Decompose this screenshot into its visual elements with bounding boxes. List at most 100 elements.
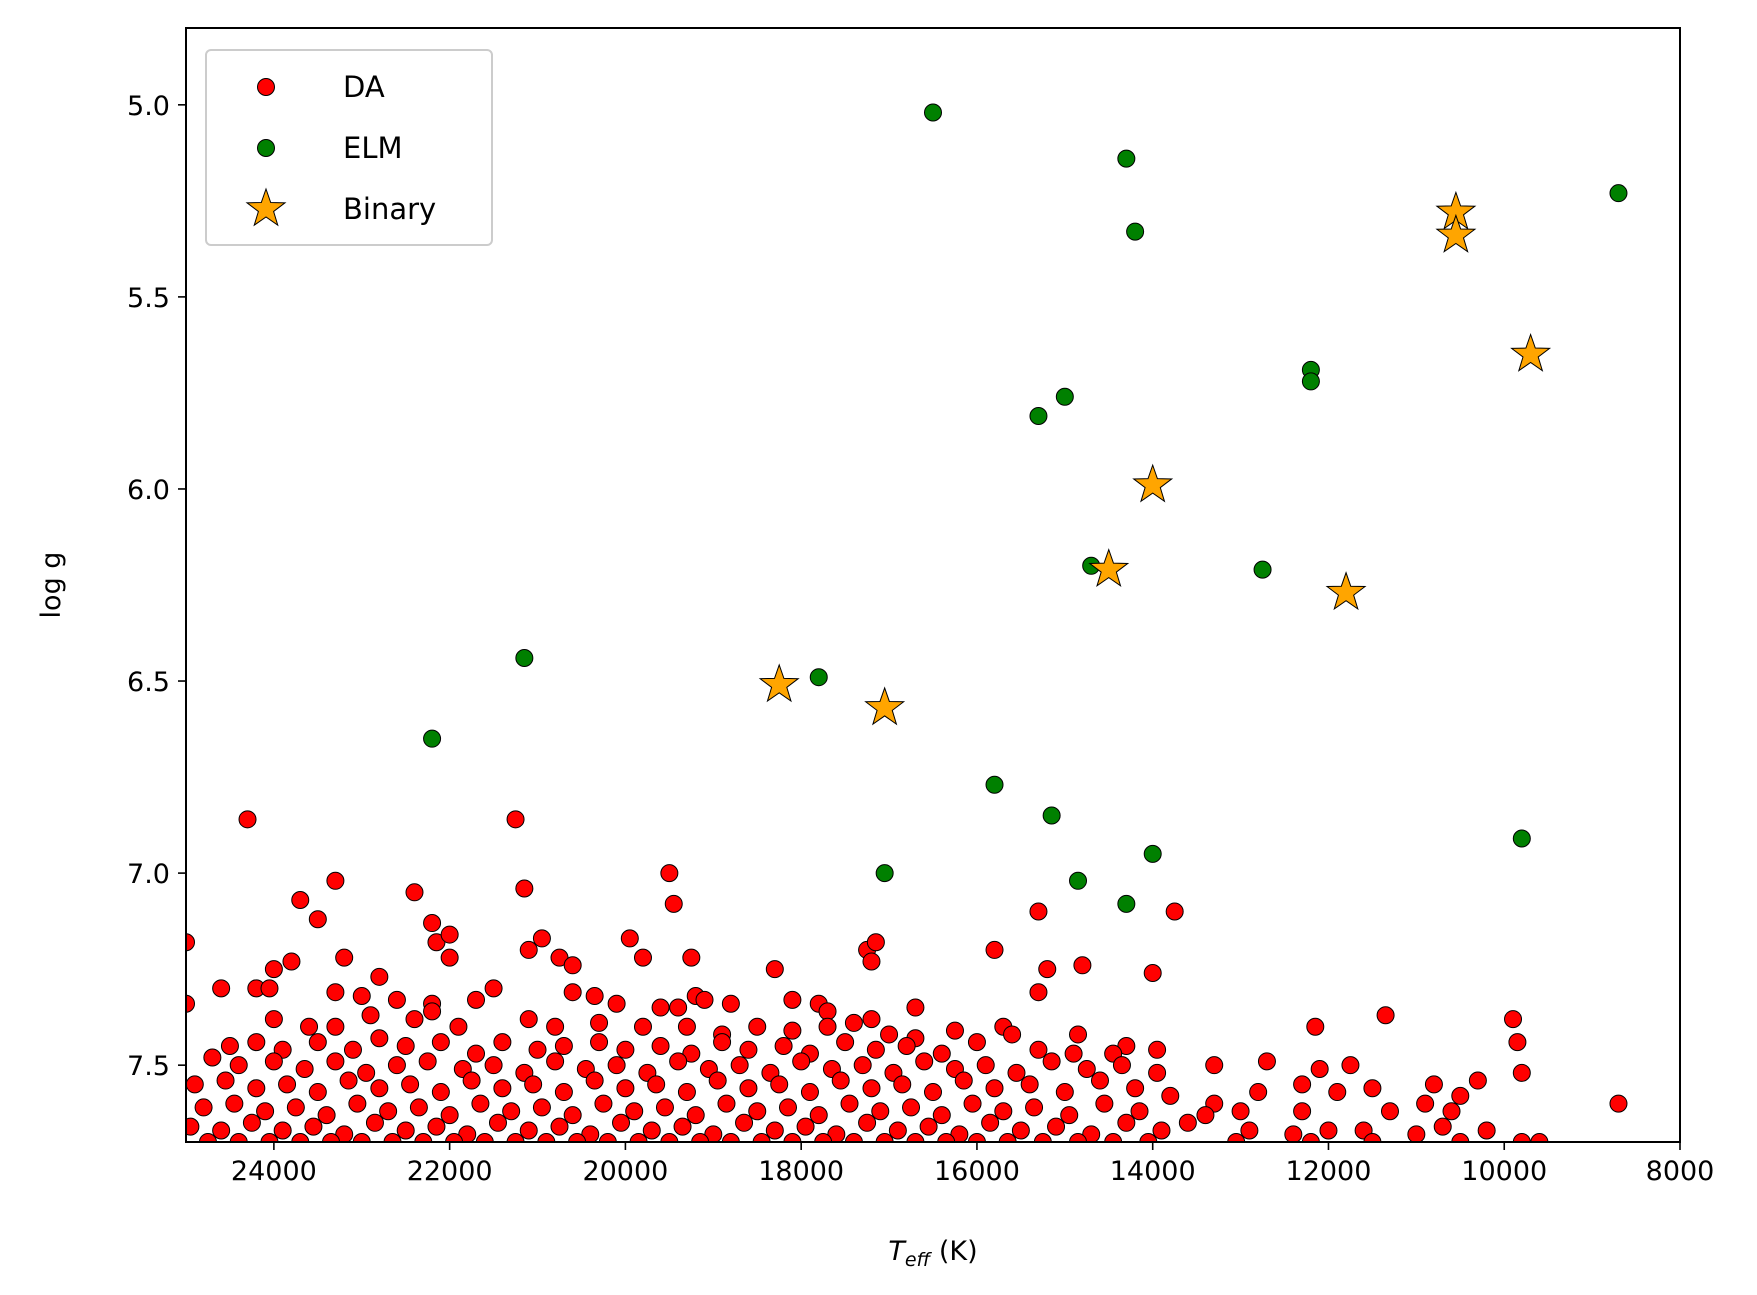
da-point — [212, 1121, 231, 1140]
da-point — [550, 948, 569, 967]
da-point — [295, 1060, 314, 1079]
da-point — [616, 1079, 635, 1098]
da-point — [229, 1056, 248, 1075]
da-point — [322, 1133, 341, 1142]
da-point — [396, 1036, 415, 1055]
da-point — [273, 1121, 292, 1140]
da-point — [370, 967, 389, 986]
da-point — [1055, 1083, 1074, 1102]
da-point — [981, 1113, 1000, 1132]
da-point — [471, 1094, 490, 1113]
x-tick-label: 10000 — [1461, 1156, 1547, 1187]
da-point — [1095, 1094, 1114, 1113]
da-point — [1205, 1056, 1224, 1075]
elm-point — [924, 103, 942, 122]
da-point — [739, 1079, 758, 1098]
da-point — [625, 1102, 644, 1121]
da-point — [612, 1113, 631, 1132]
da-point — [598, 1133, 617, 1142]
elm-point — [1042, 806, 1061, 825]
legend-marker-binary — [245, 187, 287, 227]
da-point — [1047, 1117, 1066, 1136]
da-point — [708, 1071, 727, 1090]
elm-point — [515, 648, 534, 667]
da-point — [326, 1052, 345, 1071]
da-point — [1306, 1017, 1325, 1036]
da-point — [396, 1121, 415, 1140]
da-point — [506, 1133, 525, 1142]
da-point — [686, 1106, 705, 1125]
da-point — [774, 1036, 793, 1055]
da-point — [1530, 1133, 1549, 1142]
da-point — [440, 1106, 459, 1125]
y-axis-ticks: 5.0 5.5 6.0 6.5 7.0 7.5 — [127, 91, 186, 1082]
da-point — [418, 1052, 437, 1071]
da-point — [932, 1106, 951, 1125]
da-point — [994, 1102, 1013, 1121]
da-point — [875, 1133, 894, 1142]
da-point — [735, 1113, 754, 1132]
da-point — [818, 1002, 837, 1021]
da-point — [550, 1117, 569, 1136]
da-point — [783, 1021, 802, 1040]
da-point — [607, 994, 626, 1013]
elm-point — [1253, 560, 1272, 579]
da-point — [1451, 1133, 1470, 1142]
da-point — [484, 1056, 503, 1075]
da-point — [186, 994, 195, 1013]
da-point — [278, 1075, 297, 1094]
da-point — [590, 1033, 609, 1052]
da-point — [1442, 1102, 1461, 1121]
da-point — [967, 1133, 986, 1142]
da-point — [730, 1056, 749, 1075]
da-point — [220, 1036, 239, 1055]
da-point — [748, 1017, 767, 1036]
da-point — [225, 1094, 244, 1113]
da-point — [348, 1094, 367, 1113]
da-point — [783, 990, 802, 1009]
da-point — [260, 979, 279, 998]
da-point — [1231, 1102, 1250, 1121]
da-point — [1152, 1121, 1171, 1140]
da-point — [238, 810, 257, 829]
x-tick-label: 18000 — [758, 1156, 844, 1187]
da-point — [963, 1094, 982, 1113]
x-tick-label: 14000 — [1110, 1156, 1196, 1187]
da-point — [537, 1133, 556, 1142]
da-point — [1407, 1125, 1426, 1142]
y-axis-label: log g — [36, 552, 67, 619]
elm-point — [423, 729, 442, 748]
da-point — [906, 1133, 925, 1142]
da-point — [629, 1133, 648, 1142]
da-point — [677, 1083, 696, 1102]
da-point — [897, 1036, 916, 1055]
da-point — [924, 1083, 942, 1102]
da-point — [546, 1017, 565, 1036]
da-point — [695, 990, 714, 1009]
da-point — [721, 1133, 740, 1142]
da-point — [721, 994, 740, 1013]
da-point — [370, 1079, 389, 1098]
da-point — [1468, 1071, 1487, 1090]
da-point — [308, 1083, 327, 1102]
da-point — [1504, 1010, 1523, 1029]
elm-point — [1117, 149, 1136, 168]
da-point — [585, 1071, 604, 1090]
da-point — [669, 1052, 688, 1071]
da-point — [713, 1033, 732, 1052]
elm-point — [1069, 871, 1088, 890]
da-point — [488, 1113, 507, 1132]
da-point — [335, 948, 354, 967]
da-point — [765, 960, 784, 979]
da-point — [256, 1102, 275, 1121]
y-tick-label: 7.0 — [127, 859, 170, 890]
da-point — [1416, 1094, 1435, 1113]
da-point — [1363, 1079, 1382, 1098]
binary-point — [1325, 571, 1367, 611]
da-point — [519, 1121, 538, 1140]
da-point — [1165, 902, 1184, 921]
x-axis-ticks: 24000 22000 20000 18000 16000 14000 12000 10000… — [231, 1142, 1714, 1187]
x-tick-label: 24000 — [231, 1156, 317, 1187]
binary-point — [1132, 463, 1174, 503]
